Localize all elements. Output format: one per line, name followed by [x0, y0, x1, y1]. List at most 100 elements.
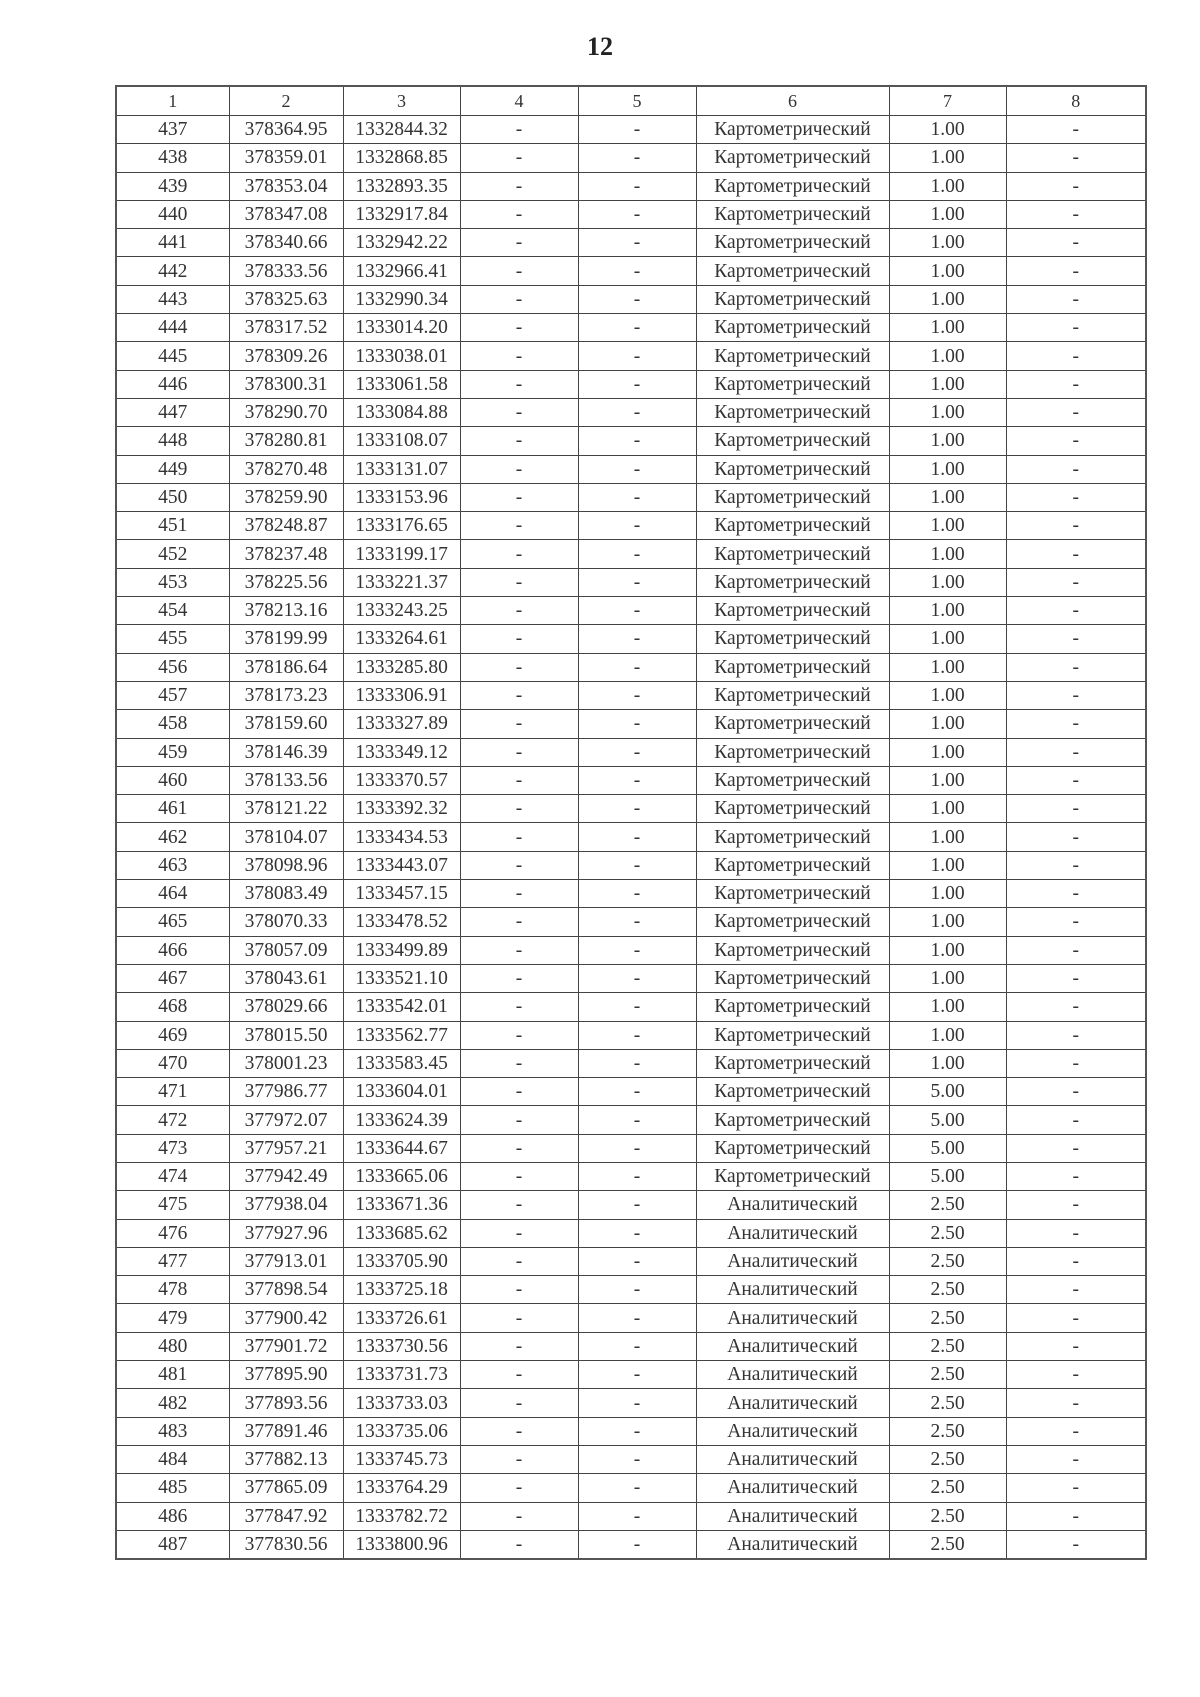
table-cell: 1333457.15	[342, 879, 461, 909]
table-cell: Картометрический	[695, 680, 890, 711]
table-cell: -	[459, 143, 579, 173]
table-cell: 439	[115, 171, 230, 201]
table-row: 446 378300.31 1333061.58- - Картометрический…	[115, 369, 1147, 399]
table-cell: -	[1005, 1020, 1147, 1050]
table-cell: 451	[115, 511, 230, 541]
table-cell: 440	[115, 199, 230, 230]
table-cell: Картометрический	[695, 992, 890, 1022]
table-cell: Картометрический	[695, 143, 890, 173]
table-cell: -	[577, 765, 697, 796]
table-cell: Картометрический	[695, 114, 890, 145]
table-cell: -	[1005, 624, 1147, 654]
table-cell: 378015.50	[228, 1020, 344, 1050]
table-row: 437 378364.95 1332844.32- - Картометрический…	[115, 114, 1147, 145]
table-cell: 1333199.17	[342, 539, 461, 569]
table-cell: -	[577, 313, 697, 343]
table-cell: -	[577, 1473, 697, 1503]
table-cell: 468	[115, 992, 230, 1022]
table-cell: 378280.81	[228, 426, 344, 456]
table-cell: 1332844.32	[342, 114, 461, 145]
table-cell: 378029.66	[228, 992, 344, 1022]
table-cell: -	[1005, 737, 1147, 767]
table-row: 458 378159.60 1333327.89- - Картометрический…	[115, 709, 1147, 739]
table-cell: -	[1005, 454, 1147, 484]
table-cell: 378121.22	[228, 794, 344, 824]
table-cell: Картометрический	[695, 454, 890, 484]
table-cell: -	[577, 482, 697, 513]
table-cell: -	[577, 1105, 697, 1135]
table-cell: -	[577, 369, 697, 399]
table-row: 485 377865.09 1333764.29- - Аналитический 2.5…	[115, 1473, 1147, 1503]
table-cell: -	[1005, 1416, 1147, 1446]
table-cell: 481	[115, 1360, 230, 1390]
table-cell: -	[577, 397, 697, 428]
table-cell: Картометрический	[695, 879, 890, 909]
table-cell: 378186.64	[228, 652, 344, 682]
table-cell: -	[459, 1133, 579, 1163]
table-cell: Картометрический	[695, 1077, 890, 1107]
table-row: 457 378173.23 1333306.91- - Картометрический…	[115, 680, 1147, 711]
table-cell: 459	[115, 737, 230, 767]
table-cell: -	[1005, 539, 1147, 569]
table-cell: -	[1005, 1190, 1147, 1220]
table-cell: 1333084.88	[342, 397, 461, 428]
table-cell: Аналитический	[695, 1218, 890, 1248]
table-cell: -	[577, 341, 697, 371]
table-cell: 1.00	[888, 454, 1007, 484]
table-cell: 377830.56	[228, 1529, 344, 1560]
table-cell: 378259.90	[228, 482, 344, 513]
table-cell: 378353.04	[228, 171, 344, 201]
table-cell: 378199.99	[228, 624, 344, 654]
table-cell: 2.50	[888, 1218, 1007, 1248]
table-cell: -	[577, 454, 697, 484]
table-cell: -	[1005, 879, 1147, 909]
table-cell: 465	[115, 907, 230, 937]
table-cell: -	[459, 284, 579, 315]
table-cell: 378347.08	[228, 199, 344, 230]
table-cell: 378098.96	[228, 850, 344, 881]
table-cell: 466	[115, 935, 230, 965]
table-cell: 377957.21	[228, 1133, 344, 1163]
table-cell: 1333521.10	[342, 963, 461, 994]
table-cell: -	[459, 1077, 579, 1107]
table-cell: -	[577, 624, 697, 654]
table-cell: 443	[115, 284, 230, 315]
table-cell: 1333726.61	[342, 1303, 461, 1333]
table-cell: 1.00	[888, 765, 1007, 796]
table-cell: 378237.48	[228, 539, 344, 569]
table-cell: -	[577, 963, 697, 994]
table-cell: -	[1005, 567, 1147, 598]
table-cell: 5.00	[888, 1077, 1007, 1107]
table-cell: 377927.96	[228, 1218, 344, 1248]
table-cell: 1.00	[888, 369, 1007, 399]
table-cell: 378146.39	[228, 737, 344, 767]
table-row: 469 378015.50 1333562.77- - Картометрический…	[115, 1020, 1147, 1050]
table-cell: -	[459, 1246, 579, 1277]
table-cell: -	[1005, 680, 1147, 711]
table-cell: -	[1005, 907, 1147, 937]
table-cell: 378340.66	[228, 228, 344, 258]
table-cell: Картометрический	[695, 963, 890, 994]
table-cell: -	[577, 1444, 697, 1475]
table-cell: 471	[115, 1077, 230, 1107]
table-cell: -	[459, 114, 579, 145]
table-cell: -	[577, 171, 697, 201]
table-cell: 442	[115, 256, 230, 286]
table-cell: -	[459, 397, 579, 428]
table-cell: 452	[115, 539, 230, 569]
table-cell: Картометрический	[695, 652, 890, 682]
table-row: 438 378359.01 1332868.85- - Картометрический…	[115, 143, 1147, 173]
table-cell: 485	[115, 1473, 230, 1503]
table-cell: Аналитический	[695, 1444, 890, 1475]
table-cell: 377972.07	[228, 1105, 344, 1135]
table-row: 474 377942.49 1333665.06- - Картометрический…	[115, 1161, 1147, 1192]
table-cell: 1333705.90	[342, 1246, 461, 1277]
table-cell: Картометрический	[695, 228, 890, 258]
table-row: 449 378270.48 1333131.07- - Картометрический…	[115, 454, 1147, 484]
table-cell: 441	[115, 228, 230, 258]
table-cell: 377986.77	[228, 1077, 344, 1107]
table-cell: Картометрический	[695, 935, 890, 965]
table-cell: -	[1005, 426, 1147, 456]
table-cell: 1333014.20	[342, 313, 461, 343]
table-cell: 472	[115, 1105, 230, 1135]
